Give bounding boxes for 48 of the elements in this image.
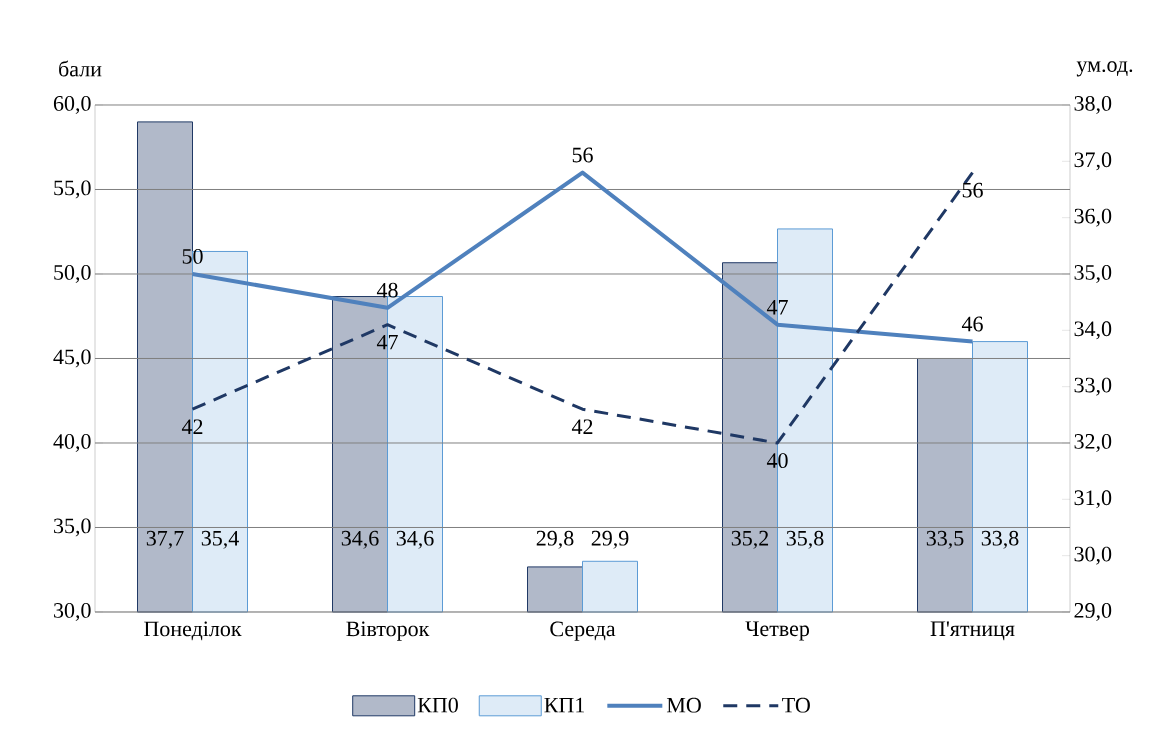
legend-label: ТО (782, 697, 810, 713)
text: 35,8 (786, 530, 824, 549)
text: 47 (376, 334, 398, 350)
y2-tick-label: 29,0 (1074, 602, 1112, 621)
y2-tick-label: 34,0 (1074, 321, 1112, 340)
y2-tick-label: 30,0 (1074, 546, 1112, 565)
x-tick-label: Четвер (745, 621, 810, 641)
y-tick-label: 55,0 (54, 180, 91, 199)
text: 29,9 (591, 530, 629, 549)
y-tick-label: 35,0 (54, 518, 91, 537)
text: 50 (182, 248, 203, 264)
text: 56 (572, 147, 593, 163)
text: 47 (766, 300, 788, 315)
text: 42 (571, 419, 593, 434)
text: 34,6 (396, 530, 434, 549)
y-tick-label: 45,0 (53, 349, 91, 368)
y2-tick-label: 31,0 (1074, 490, 1112, 509)
text: 42 (181, 419, 203, 434)
text: 46 (961, 316, 983, 332)
x-tick-label: Понеділок (144, 621, 242, 641)
legend-label: МО (666, 697, 701, 713)
text: 56 (962, 182, 983, 198)
text: 33,8 (981, 530, 1019, 549)
y-tick-label: 40,0 (53, 433, 91, 452)
text: 40 (766, 453, 788, 469)
text: 48 (376, 282, 398, 298)
y2-tick-label: 33,0 (1074, 377, 1112, 396)
text: 37,7 (146, 530, 184, 549)
x-tick-label: П'ятниця (930, 621, 1015, 641)
y2-tick-label: 32,0 (1074, 433, 1112, 452)
text: 29,8 (536, 530, 574, 549)
text: 35,4 (201, 530, 239, 549)
y2-tick-label: 37,0 (1074, 152, 1112, 171)
y-tick-label: 30,0 (54, 602, 91, 621)
legend-label: КП1 (544, 697, 584, 713)
y2-tick-label: 36,0 (1074, 208, 1112, 227)
y-axis-title: бали (59, 60, 102, 77)
y-tick-label: 60,0 (53, 95, 91, 114)
text: 33,5 (926, 530, 964, 549)
text: 34,6 (341, 530, 379, 549)
x-tick-label: Вівторок (346, 621, 430, 641)
y2-tick-label: 38,0 (1074, 95, 1112, 115)
y2-tick-label: 35,0 (1074, 264, 1112, 283)
y2-axis-title: ум.од. (1076, 61, 1133, 77)
y-tick-label: 50,0 (54, 264, 91, 283)
x-tick-label: Середа (550, 621, 616, 641)
text: 35,2 (731, 530, 769, 549)
legend-label: КП0 (417, 697, 458, 713)
